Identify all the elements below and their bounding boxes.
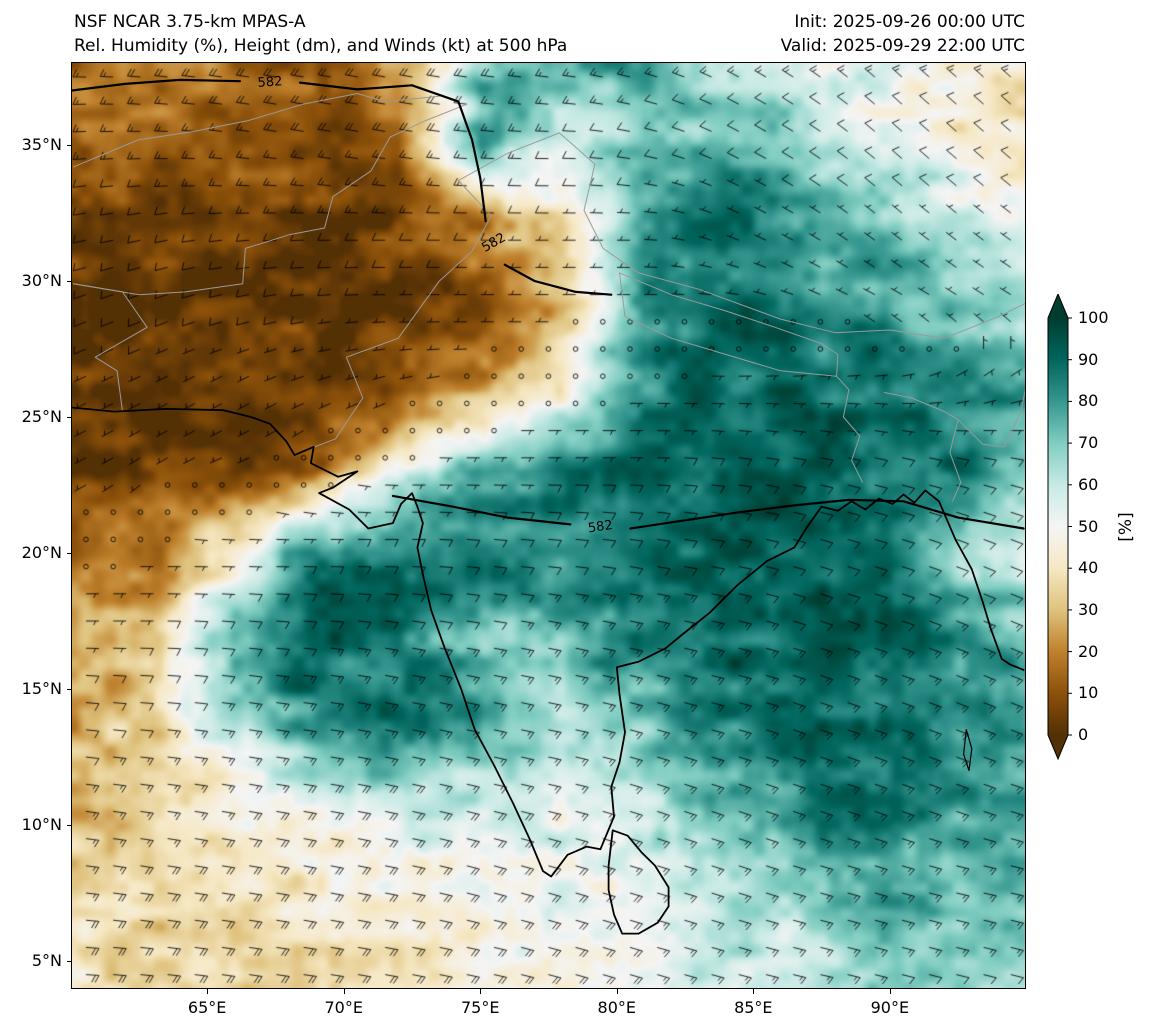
contour-label: 582: [479, 230, 508, 255]
country-border-line: [883, 392, 962, 502]
country-border-line: [619, 272, 839, 377]
country-border-line: [72, 283, 148, 413]
colorbar-over-arrow: [1048, 294, 1068, 318]
lat-tickmark: [67, 552, 72, 554]
lon-tickmark: [343, 989, 345, 994]
coastline: [72, 406, 1025, 878]
country-border-line: [296, 132, 560, 455]
country-border-line: [638, 272, 1025, 339]
lat-tick-label: 30°N: [21, 271, 62, 291]
height-contour-582: [629, 498, 1025, 530]
country-border-line: [957, 388, 1025, 448]
init-time: Init: 2025-09-26 00:00 UTC: [794, 12, 1025, 32]
lat-tick-label: 35°N: [21, 135, 62, 155]
height-contour-582: [391, 494, 572, 526]
lat-tickmark: [67, 688, 72, 690]
colorbar-tick-label: 70: [1078, 433, 1099, 453]
colorbar-under-arrow: [1048, 735, 1068, 759]
colorbar-tick-label: 80: [1078, 391, 1099, 411]
map-overlay-svg: 582 582 582: [72, 74, 1025, 935]
lat-tick-label: 20°N: [21, 542, 62, 562]
country-border-line: [836, 375, 863, 483]
colorbar-tick-label: 100: [1078, 308, 1109, 327]
lat-tick-label: 10°N: [21, 814, 62, 834]
lat-tickmark: [67, 960, 72, 962]
colorbar-tick-label: 90: [1078, 349, 1099, 369]
country-border-line: [558, 132, 640, 274]
colorbar-tick-label: 0: [1078, 725, 1089, 744]
colorbar-tick-label: 40: [1078, 558, 1099, 578]
lon-tickmark: [753, 989, 755, 994]
height-contour-582: [72, 78, 241, 92]
height-contour-582: [298, 81, 460, 103]
colorbar-gradient: [1047, 294, 1072, 761]
contour-label: 582: [257, 74, 283, 91]
lat-tickmark: [67, 281, 72, 283]
lon-tick-label: 80°E: [597, 998, 636, 1017]
lat-tickmark: [67, 145, 72, 147]
height-contour-582: [503, 263, 613, 296]
colorbar-tick-label: 50: [1078, 516, 1099, 536]
andaman-islands-coastline: [963, 729, 973, 772]
lon-tick-label: 90°E: [870, 998, 910, 1017]
chart-subtitle: Rel. Humidity (%), Height (dm), and Wind…: [74, 36, 568, 56]
contour-label: 582: [587, 518, 614, 536]
lon-tick-label: 65°E: [187, 998, 227, 1017]
model-title: NSF NCAR 3.75-km MPAS-A: [74, 12, 306, 32]
lat-tick-label: 15°N: [21, 678, 62, 698]
lon-tickmark: [480, 989, 482, 994]
humidity-field-canvas: [72, 63, 1025, 988]
lat-tick-label: 5°N: [31, 950, 62, 970]
lat-tick-label: 25°N: [21, 407, 62, 426]
height-contour-582: [457, 100, 487, 223]
valid-time: Valid: 2025-09-29 22:00 UTC: [780, 36, 1025, 56]
colorbar-bar: [1048, 318, 1068, 735]
colorbar-tick-label: 60: [1078, 474, 1099, 494]
lon-tickmark: [889, 989, 891, 994]
lon-tick-label: 70°E: [324, 998, 363, 1017]
lon-tickmark: [207, 989, 209, 994]
colorbar: 0 10 20 30 40 50 60 70 80 90 100 [%]: [1040, 294, 1154, 764]
lon-tick-label: 75°E: [460, 998, 500, 1017]
colorbar-tick-label: 10: [1078, 683, 1099, 703]
sri-lanka-coastline: [607, 829, 670, 935]
colorbar-tick-label: 30: [1078, 599, 1099, 619]
colorbar-tick-label: 20: [1078, 641, 1099, 661]
colorbar-unit-label: [%]: [1116, 512, 1136, 542]
country-border-line: [72, 93, 440, 168]
map-plot-area: 582 582 582: [71, 62, 1026, 989]
lat-tickmark: [67, 417, 72, 418]
lon-tick-label: 85°E: [734, 998, 773, 1017]
country-border-line: [72, 103, 468, 296]
lat-tickmark: [67, 824, 72, 826]
lon-tickmark: [616, 989, 618, 994]
